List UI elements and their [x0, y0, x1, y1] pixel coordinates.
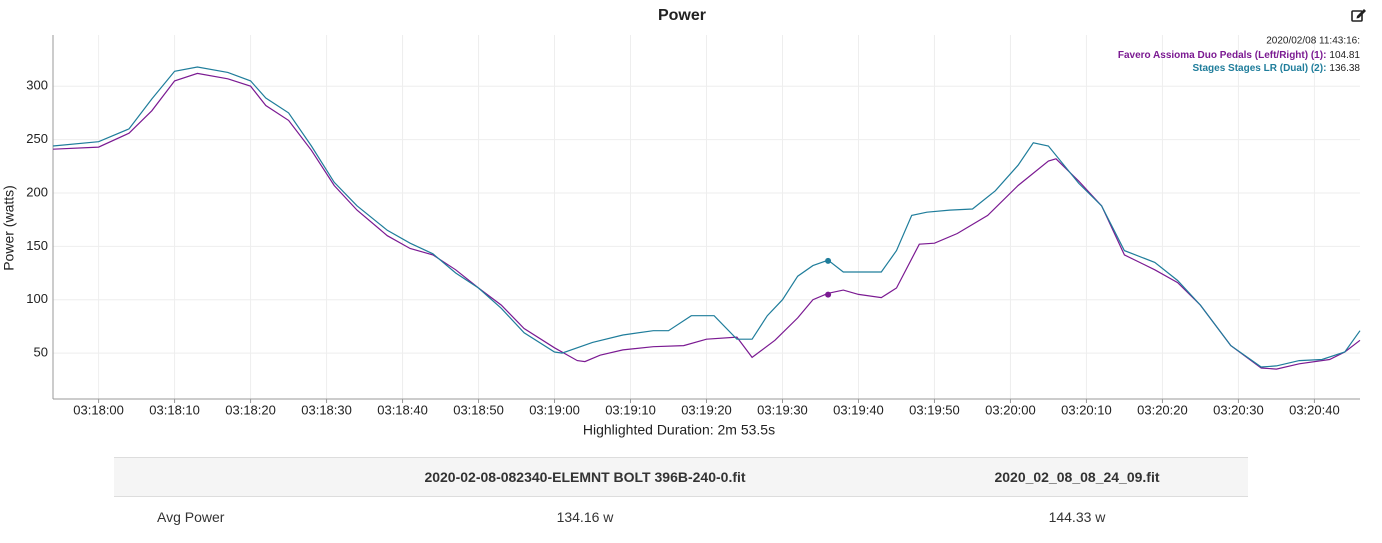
x-tick-label: 03:18:10 [149, 402, 200, 417]
hover-time: 2020/02/08 11:43:16: [1266, 36, 1360, 47]
legend-value: 136.38 [1329, 63, 1360, 74]
cell: 134.16 w [556, 509, 614, 525]
hover-marker [825, 291, 832, 298]
x-tick-label: 03:20:10 [1061, 402, 1112, 417]
x-tick-label: 03:20:40 [1289, 402, 1340, 417]
series-line [52, 66, 1361, 368]
chart: Power Power (watts) Highlighted Duration… [1, 7, 1366, 438]
legend-value: 104.81 [1329, 50, 1360, 61]
y-tick-label: 200 [26, 184, 48, 199]
chart-title: Power [658, 7, 706, 24]
header-cell: 2020_02_08_08_24_09.fit [906, 457, 1248, 497]
header-cell [114, 457, 264, 497]
icon-pen [1356, 9, 1366, 19]
x-tick-label: 03:20:00 [985, 402, 1036, 417]
legend-name: Favero Assioma Duo Pedals (Left/Right) (… [1118, 50, 1327, 61]
x-axis-label: Highlighted Duration: 2m 53.5s [583, 422, 775, 438]
x-tick-label: 03:19:10 [605, 402, 656, 417]
row-label: Avg Power [157, 509, 225, 525]
x-tick-label: 03:18:50 [453, 402, 504, 417]
legend-name: Stages Stages LR (Dual) (2): [1192, 63, 1326, 74]
x-tick-label: 03:18:00 [73, 402, 124, 417]
x-tick-label: 03:19:50 [909, 402, 960, 417]
x-tick-label: 03:20:20 [1137, 402, 1188, 417]
y-tick-label: 100 [26, 291, 48, 306]
x-tick-label: 03:19:30 [757, 402, 808, 417]
stats-table: 2020-02-08-082340-ELEMNT BOLT 396B-240-0… [114, 457, 1248, 537]
y-tick-label: 250 [26, 131, 48, 146]
y-tick-label: 50 [34, 345, 48, 360]
x-tick-label: 03:19:00 [529, 402, 580, 417]
y-axis-label: Power (watts) [1, 185, 17, 271]
edit-icon[interactable] [1351, 9, 1366, 22]
x-tick-label: 03:20:30 [1213, 402, 1264, 417]
x-tick-label: 03:18:30 [301, 402, 352, 417]
legend-entry: Favero Assioma Duo Pedals (Left/Right) (… [1118, 50, 1361, 61]
header-cell: 2020-02-08-082340-ELEMNT BOLT 396B-240-0… [264, 457, 906, 497]
legend-entry: Stages Stages LR (Dual) (2): 136.38 [1192, 63, 1360, 74]
icon-box [1351, 10, 1363, 22]
x-tick-label: 03:18:20 [225, 402, 276, 417]
series-line [52, 72, 1361, 370]
hover-marker [825, 257, 832, 264]
x-tick-label: 03:19:40 [833, 402, 884, 417]
y-tick-label: 150 [26, 238, 48, 253]
x-tick-label: 03:18:40 [377, 402, 428, 417]
x-tick-label: 03:19:20 [681, 402, 732, 417]
cell: 144.33 w [1048, 509, 1106, 525]
y-tick-label: 300 [26, 78, 48, 93]
